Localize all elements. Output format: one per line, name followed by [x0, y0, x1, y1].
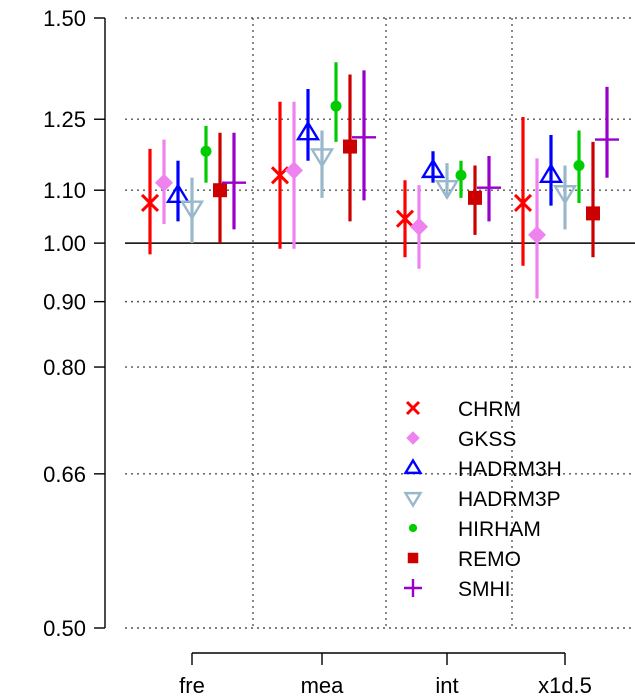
series-SMHI [222, 70, 619, 230]
point-GKSS-int [410, 217, 428, 236]
point-SMHI-x1d.5 [595, 127, 619, 152]
y-tick-label: 1.00 [43, 231, 86, 256]
series-GKSS [155, 101, 546, 299]
series-HADRM3P [179, 130, 578, 244]
point-HIRHAM-int [455, 169, 467, 181]
legend-item-HADRM3H: HADRM3H [403, 458, 562, 481]
legend-item-HADRM3P: HADRM3P [403, 488, 561, 511]
legend-label: HADRM3H [458, 458, 562, 481]
point-HADRM3P-int [434, 179, 460, 201]
point-SMHI-int [477, 175, 501, 200]
legend-label: SMHI [458, 578, 511, 601]
y-tick-label: 1.50 [43, 6, 86, 31]
legend: CHRM GKSS HADRM3H HADRM3P HIRHAM REMO SMHI [403, 398, 562, 601]
point-HADRM3H-x1d.5 [538, 162, 564, 183]
y-tick-label: 0.90 [43, 290, 86, 315]
x-axis: fre mea int x1d.5 [179, 652, 592, 698]
legend-label: REMO [458, 548, 521, 571]
legend-label: HIRHAM [458, 518, 541, 541]
series-REMO [213, 74, 600, 258]
legend-label: CHRM [458, 398, 521, 421]
point-CHRM-x1d.5 [513, 193, 533, 213]
legend-marker-SMHI [404, 579, 422, 597]
point-REMO-fre [213, 183, 227, 198]
point-HIRHAM-x1d.5 [573, 160, 585, 172]
grid [125, 17, 635, 629]
y-tick-label: 0.50 [43, 616, 86, 641]
legend-label: HADRM3P [458, 488, 561, 511]
point-HIRHAM-mea [330, 100, 342, 112]
legend-label: GKSS [458, 428, 516, 451]
point-CHRM-mea [270, 166, 290, 185]
point-CHRM-fre [140, 193, 160, 213]
legend-marker-HADRM3H [403, 458, 423, 475]
legend-item-CHRM: CHRM [405, 398, 521, 421]
series-HADRM3H [165, 88, 564, 222]
x-tick-label: x1d.5 [538, 673, 592, 698]
y-axis: 0.50 0.66 0.80 0.90 1.00 1.10 1.25 1.50 [43, 6, 106, 641]
x-tick-label: fre [179, 673, 205, 698]
point-HADRM3P-mea [309, 148, 335, 169]
point-CHRM-int [395, 209, 415, 228]
legend-item-GKSS: GKSS [406, 428, 516, 451]
plot-marks [140, 62, 619, 299]
point-HADRM3H-int [420, 158, 446, 179]
point-REMO-int [468, 190, 482, 205]
y-tick-label: 1.10 [43, 178, 86, 203]
point-HIRHAM-fre [200, 145, 212, 157]
point-GKSS-fre [155, 173, 173, 192]
legend-marker-HADRM3P [403, 491, 423, 508]
point-GKSS-x1d.5 [528, 225, 546, 244]
y-tick-label: 0.66 [43, 462, 86, 487]
legend-item-HIRHAM: HIRHAM [408, 518, 541, 541]
legend-item-REMO: REMO [407, 548, 521, 571]
series-HIRHAM [200, 62, 585, 203]
series-CHRM [140, 101, 533, 266]
point-SMHI-mea [352, 125, 376, 150]
legend-marker-HIRHAM [408, 523, 418, 533]
legend-marker-GKSS [406, 431, 420, 445]
point-HADRM3P-x1d.5 [552, 185, 578, 206]
x-tick-label: mea [301, 673, 345, 698]
point-HADRM3H-mea [295, 120, 321, 141]
y-tick-label: 1.25 [43, 107, 86, 132]
point-HADRM3P-fre [179, 200, 205, 221]
point-HADRM3H-fre [165, 182, 191, 203]
x-tick-label: int [435, 673, 458, 698]
point-SMHI-fre [222, 170, 246, 195]
legend-marker-CHRM [405, 400, 421, 416]
point-REMO-mea [343, 139, 357, 154]
point-GKSS-mea [285, 161, 303, 180]
legend-marker-REMO [407, 552, 419, 564]
legend-item-SMHI: SMHI [404, 578, 511, 601]
y-tick-label: 0.80 [43, 355, 86, 380]
point-REMO-x1d.5 [586, 206, 600, 221]
